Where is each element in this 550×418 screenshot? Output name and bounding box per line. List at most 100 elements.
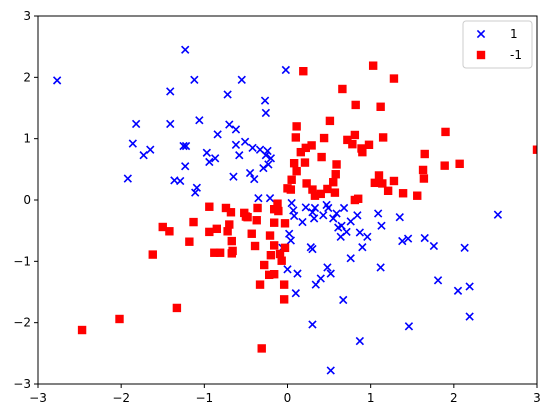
- point-x-marker: [284, 229, 294, 238]
- point-x-marker: [223, 90, 232, 99]
- point-x-marker: [231, 125, 241, 134]
- point-x-marker: [291, 289, 300, 298]
- x-tick-label: 0: [284, 391, 292, 405]
- point-square-marker: [323, 184, 332, 194]
- point-x-marker: [179, 141, 188, 151]
- point-square-marker: [275, 249, 285, 259]
- y-tick-label: 1: [23, 132, 31, 146]
- point-x-marker: [52, 76, 62, 85]
- point-x-marker: [346, 254, 355, 263]
- point-square-marker: [370, 178, 380, 188]
- point-x-marker: [261, 108, 271, 118]
- point-x-marker: [398, 236, 407, 246]
- point-square-marker: [350, 130, 360, 140]
- y-axis: −3 −2 −1 0 1 2 3: [13, 9, 38, 391]
- point-x-marker: [123, 174, 132, 183]
- point-x-marker: [403, 234, 413, 243]
- legend: 1 -1: [462, 20, 533, 69]
- point-x-marker: [281, 65, 291, 75]
- point-x-marker: [316, 274, 325, 283]
- point-square-marker: [273, 199, 282, 208]
- point-square-marker: [317, 152, 326, 162]
- point-square-marker: [364, 140, 374, 149]
- point-square-marker: [291, 133, 301, 142]
- point-square-marker: [332, 160, 341, 169]
- point-x-marker: [308, 320, 317, 329]
- point-x-marker: [202, 148, 211, 157]
- point-square-marker: [257, 344, 266, 353]
- point-x-marker: [355, 228, 365, 237]
- point-square-marker: [389, 176, 399, 186]
- point-x-marker: [358, 243, 367, 252]
- point-x-marker: [128, 139, 137, 148]
- point-square-marker: [292, 166, 301, 176]
- point-square-marker: [348, 139, 357, 149]
- point-x-marker: [493, 210, 503, 219]
- point-square-marker: [440, 161, 449, 170]
- point-square-marker: [296, 147, 306, 157]
- point-x-marker: [265, 193, 275, 203]
- point-x-marker: [240, 137, 250, 146]
- point-x-marker: [263, 146, 272, 156]
- point-x-marker: [377, 221, 386, 230]
- point-x-marker: [166, 87, 175, 96]
- point-square-marker: [266, 251, 276, 260]
- point-square-marker: [389, 74, 399, 83]
- point-square-marker: [255, 280, 265, 289]
- point-x-marker: [235, 151, 244, 160]
- legend-label: 1: [510, 27, 518, 41]
- point-x-marker: [326, 269, 335, 278]
- point-square-marker: [299, 67, 308, 76]
- point-x-marker: [319, 211, 328, 220]
- point-square-marker: [338, 84, 347, 94]
- point-square-marker: [260, 260, 269, 270]
- point-square-marker: [212, 224, 222, 234]
- point-x-marker: [376, 263, 385, 272]
- point-x-marker: [429, 241, 439, 251]
- point-x-marker: [261, 151, 271, 160]
- y-tick-label: −3: [13, 377, 31, 391]
- point-x-marker: [250, 174, 259, 184]
- point-x-marker: [355, 336, 365, 346]
- point-x-marker: [166, 119, 175, 129]
- point-square-marker: [319, 133, 329, 143]
- point-x-marker: [293, 269, 302, 278]
- point-square-marker: [228, 246, 237, 256]
- point-x-marker: [260, 96, 270, 105]
- point-x-marker: [460, 243, 469, 253]
- point-square-marker: [247, 229, 256, 238]
- data-points: [52, 45, 537, 375]
- point-square-marker: [189, 217, 198, 227]
- point-x-marker: [231, 140, 241, 149]
- point-x-marker: [266, 154, 276, 163]
- point-square-marker: [413, 191, 422, 200]
- point-square-marker: [172, 303, 182, 313]
- point-square-marker: [280, 243, 290, 253]
- point-x-marker: [336, 232, 345, 241]
- point-x-marker: [205, 157, 214, 167]
- point-square-marker: [265, 270, 274, 280]
- point-x-marker: [453, 286, 463, 295]
- point-square-marker: [343, 135, 352, 145]
- point-x-marker: [309, 214, 319, 223]
- point-x-marker: [254, 193, 263, 203]
- point-x-marker: [264, 160, 273, 169]
- point-x-marker: [329, 214, 338, 223]
- point-x-marker: [289, 211, 299, 221]
- point-square-marker: [227, 236, 236, 246]
- point-square-marker: [223, 227, 232, 236]
- point-square-marker: [307, 141, 316, 150]
- point-x-marker: [404, 322, 414, 331]
- point-x-marker: [191, 188, 200, 197]
- point-x-marker: [286, 236, 295, 245]
- x-tick-label: −3: [29, 391, 47, 405]
- point-square-marker: [325, 116, 335, 126]
- point-square-marker: [185, 237, 194, 246]
- point-x-marker: [131, 119, 141, 129]
- point-x-marker: [326, 366, 335, 375]
- x-tick-label: 2: [450, 391, 458, 405]
- point-square-marker: [287, 175, 296, 184]
- point-square-marker: [300, 158, 310, 167]
- point-square-marker: [279, 280, 289, 289]
- x-tick-label: −2: [112, 391, 130, 405]
